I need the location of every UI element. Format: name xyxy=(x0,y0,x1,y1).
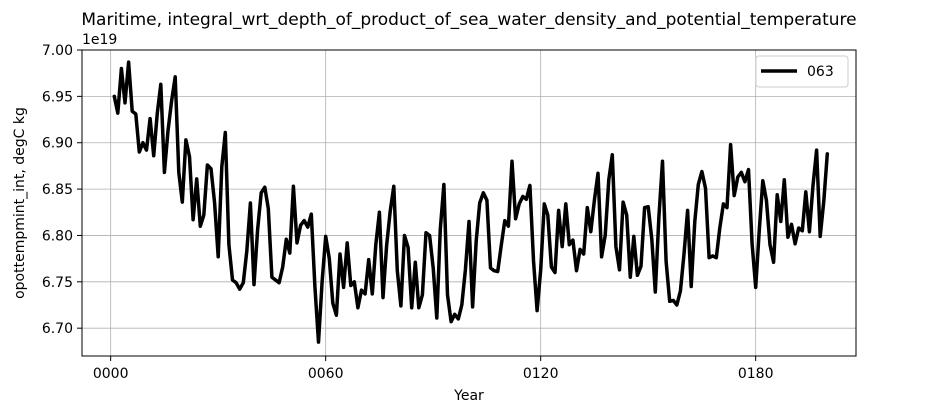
y-tick-label: 7.00 xyxy=(42,43,73,59)
x-tick-label: 0060 xyxy=(308,366,344,382)
y-tick-label: 6.90 xyxy=(42,136,73,152)
plot-frame xyxy=(81,49,857,357)
y-axis-offset-text: 1e19 xyxy=(82,32,117,48)
series-group xyxy=(112,60,830,344)
legend: 063 xyxy=(755,55,849,88)
y-axis-ticks: 6.70 6.75 6.80 6.85 6.90 6.95 7.00 xyxy=(42,43,82,337)
x-tick-label: 0000 xyxy=(93,366,129,382)
y-tick-label: 6.70 xyxy=(42,321,73,337)
x-tick-label: 0120 xyxy=(523,366,559,382)
legend-label-063: 063 xyxy=(807,64,834,80)
x-tick-label: 0180 xyxy=(738,366,774,382)
series-line-063 xyxy=(112,60,830,344)
x-axis-ticks: 0000 0060 0120 0180 xyxy=(93,356,774,382)
y-axis-label: opottempmint_int, degC kg xyxy=(12,107,28,299)
chart-title: Maritime, integral_wrt_depth_of_product_… xyxy=(81,10,856,30)
y-tick-label: 6.75 xyxy=(42,275,73,291)
y-tick-label: 6.80 xyxy=(42,228,73,244)
y-tick-label: 6.85 xyxy=(42,182,73,198)
legend-box xyxy=(755,55,849,88)
x-axis-label: Year xyxy=(453,388,484,404)
y-tick-label: 6.95 xyxy=(42,89,73,105)
